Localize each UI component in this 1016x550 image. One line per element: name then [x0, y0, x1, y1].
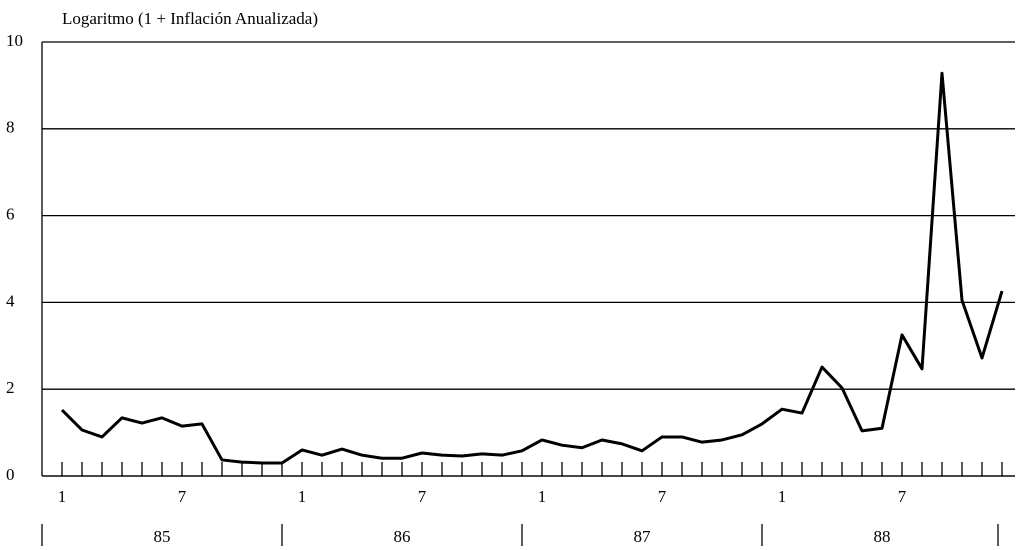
y-tick-label: 4: [6, 291, 15, 310]
chart-title: Logaritmo (1 + Inflación Anualizada): [62, 9, 318, 28]
group-label: 87: [634, 527, 652, 546]
y-tick-label: 2: [6, 378, 15, 397]
y-tick-label: 0: [6, 465, 15, 484]
data-line: [60, 71, 1004, 465]
x-tick-label: 7: [178, 487, 187, 506]
group-label: 85: [154, 527, 171, 546]
x-tick-label: 1: [298, 487, 307, 506]
y-tick-label: 6: [6, 205, 15, 224]
group-label: 88: [874, 527, 891, 546]
x-tick-label: 1: [778, 487, 787, 506]
x-tick-label: 1: [58, 487, 67, 506]
x-tick-label: 7: [658, 487, 667, 506]
x-tick-label: 7: [898, 487, 907, 506]
y-tick-label: 8: [6, 118, 15, 137]
x-tick-label: 1: [538, 487, 547, 506]
group-label: 86: [394, 527, 411, 546]
x-tick-label: 7: [418, 487, 427, 506]
y-tick-label: 10: [6, 31, 23, 50]
